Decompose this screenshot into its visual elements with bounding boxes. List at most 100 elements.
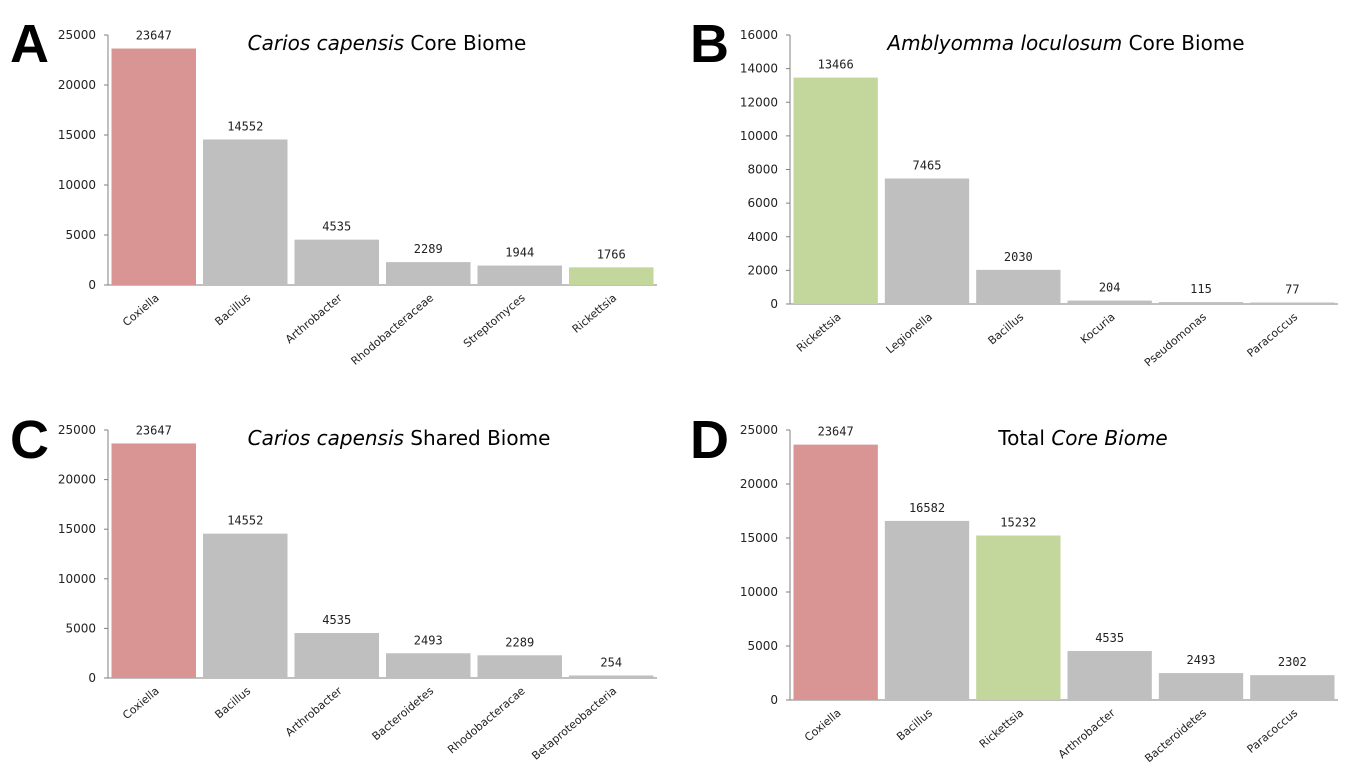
category-label: Bacteroidetes: [370, 684, 437, 743]
bar-paracoccus: [1250, 675, 1335, 700]
bar-betaproteobacteria: [569, 675, 654, 678]
bar-coxiella: [793, 444, 878, 700]
chart-panel-b: B Amblyomma loculosum Core Biome 0 2000 4000…: [690, 14, 1338, 369]
bar-pseudomonas: [1158, 302, 1244, 304]
bar-bacillus: [884, 520, 970, 700]
y-tick-label: 20000: [58, 473, 96, 487]
y-tick-label: 20000: [740, 477, 778, 491]
bar-rickettsia: [793, 77, 878, 304]
y-tick-label: 16000: [740, 28, 778, 42]
y-tick-label: 4000: [747, 230, 778, 244]
data-label: 77: [1285, 283, 1299, 297]
category-label: Coxiella: [120, 291, 161, 329]
bar-rickettsia: [976, 535, 1061, 700]
data-label: 204: [1099, 281, 1121, 295]
category-label: Paracoccus: [1245, 310, 1301, 360]
category-label: Legionella: [884, 310, 935, 356]
data-label: 14552: [227, 119, 263, 133]
category-label: Rickettsia: [794, 310, 843, 354]
category-label: Arthrobacter: [283, 684, 345, 739]
chart-panel-a: A Carios capensis Core Biome 0 5000 10000 150…: [10, 14, 657, 368]
y-tick-label: 10000: [740, 585, 778, 599]
data-label: 4535: [1095, 631, 1124, 645]
chart-panel-c: C Carios capensis Shared Biome 0 5000 10000 1…: [10, 410, 657, 763]
y-tick-label: 2000: [747, 263, 778, 277]
data-label: 23647: [136, 29, 172, 43]
bar-paracoccus: [1250, 302, 1335, 304]
chart-title: Carios capensis Shared Biome: [248, 426, 551, 450]
y-tick-label: 25000: [58, 423, 96, 437]
category-label: Bacillus: [212, 684, 253, 721]
bar-coxiella: [111, 48, 196, 285]
bar-kocuria: [1067, 300, 1152, 304]
data-label: 2030: [1004, 250, 1033, 264]
y-tick-label: 15000: [58, 522, 96, 536]
data-label: 23647: [818, 425, 854, 439]
data-label: 23647: [136, 423, 172, 437]
y-tick-label: 10000: [58, 572, 96, 586]
y-tick-label: 5000: [747, 639, 778, 653]
category-label: Coxiella: [802, 706, 843, 744]
chart-title: Amblyomma loculosum Core Biome: [885, 31, 1244, 55]
y-tick-label: 15000: [740, 531, 778, 545]
category-label: Streptomyces: [461, 291, 528, 350]
panel-letter: A: [10, 14, 49, 74]
data-label: 115: [1190, 282, 1212, 296]
category-label: Bacillus: [894, 706, 935, 743]
panel-letter: C: [10, 410, 49, 470]
bar-bacillus: [203, 533, 288, 678]
bar-rhodobacteracae: [477, 655, 562, 678]
y-tick-label: 5000: [65, 228, 96, 242]
data-label: 1766: [597, 247, 626, 261]
data-label: 7465: [913, 158, 942, 172]
data-label: 4535: [322, 220, 351, 234]
category-label: Paracoccus: [1245, 706, 1301, 756]
category-label: Betaproteobacteria: [529, 684, 619, 762]
chart-title: Carios capensis Core Biome: [248, 31, 527, 55]
y-tick-label: 0: [770, 693, 778, 707]
y-tick-label: 0: [88, 671, 96, 685]
data-label: 16582: [909, 501, 945, 515]
bar-bacillus: [203, 139, 288, 285]
y-tick-label: 5000: [65, 621, 96, 635]
bar-bacteroidetes: [1158, 673, 1244, 700]
y-tick-label: 14000: [740, 62, 778, 76]
data-label: 14552: [227, 514, 263, 528]
data-label: 2302: [1278, 655, 1307, 669]
category-label: Rhodobacteraceae: [349, 291, 437, 368]
category-label: Rickettsia: [570, 291, 619, 335]
bar-coxiella: [111, 443, 196, 678]
data-label: 15232: [1000, 515, 1036, 529]
data-label: 13466: [818, 58, 854, 72]
data-label: 2289: [414, 242, 443, 256]
chart-panel-d: D Total Core Biome 0 5000 10000 15000 20000 250…: [690, 410, 1338, 765]
bar-arthrobacter: [1067, 651, 1152, 700]
bar-rickettsia: [569, 267, 654, 285]
category-label: Coxiella: [120, 684, 161, 722]
data-label: 1944: [505, 246, 534, 260]
bar-legionella: [884, 178, 970, 304]
category-label: Rhodobacteracae: [445, 684, 528, 756]
y-tick-label: 0: [770, 297, 778, 311]
category-label: Bacillus: [986, 310, 1027, 347]
category-label: Arthrobacter: [283, 291, 345, 346]
bar-streptomyces: [477, 265, 562, 285]
bar-arthrobacter: [294, 239, 379, 285]
category-label: Rickettsia: [977, 706, 1026, 750]
panel-letter: D: [690, 410, 729, 470]
data-label: 2493: [414, 633, 443, 647]
y-tick-label: 6000: [747, 196, 778, 210]
bar-rhodobacteraceae: [386, 262, 471, 285]
bar-bacteroidetes: [386, 653, 471, 678]
y-tick-label: 0: [88, 278, 96, 292]
panel-letter: B: [690, 14, 729, 74]
data-label: 4535: [322, 613, 351, 627]
category-label: Arthrobacter: [1056, 706, 1118, 761]
data-label: 2493: [1187, 653, 1216, 667]
y-tick-label: 20000: [58, 78, 96, 92]
y-tick-label: 12000: [740, 95, 778, 109]
chart-title: Total Core Biome: [997, 426, 1167, 450]
data-label: 2289: [505, 635, 534, 649]
category-label: Bacteroidetes: [1142, 706, 1209, 765]
